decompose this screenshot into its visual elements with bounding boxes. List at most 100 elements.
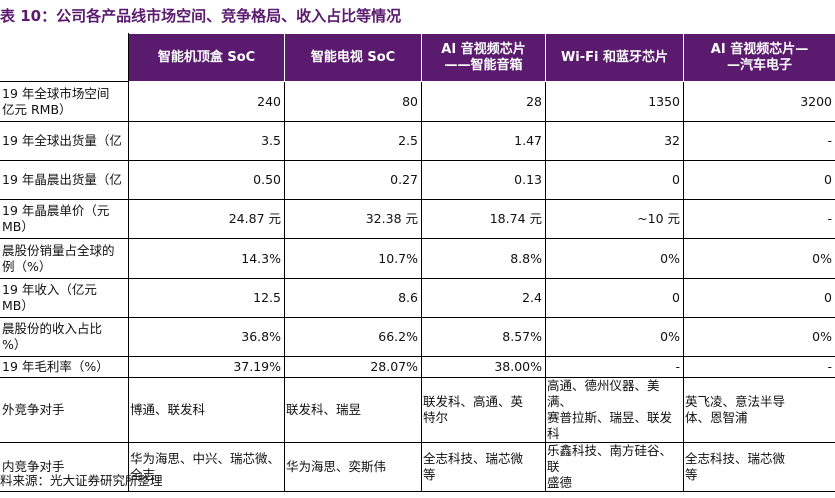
- value-cell: 0: [545, 278, 684, 318]
- table-row: 晨股份的收入占比%） 36.8% 66.2% 8.57% 0% 0%: [0, 317, 835, 357]
- row-label-line: 亿元 RMB）: [2, 101, 72, 117]
- competitor-line: 全志科技、瑞芯微: [685, 451, 786, 466]
- value-cell: 2.5: [284, 121, 422, 161]
- value-cell: 8.6: [284, 278, 422, 318]
- competitor-cell: 英飞凌、意法半导 体、恩智浦: [683, 377, 835, 443]
- value-cell: 0.13: [421, 160, 546, 200]
- competitor-line: 华为海思、中兴、瑞芯微、: [130, 451, 281, 466]
- competitor-line: 联发科、高通、英: [423, 394, 524, 409]
- value-cell: 240: [128, 81, 285, 122]
- value-cell: 8.8%: [421, 238, 546, 279]
- row-label-line: MB）: [2, 298, 34, 313]
- data-table: 智能机顶盒 SoC 智能电视 SoC AI 音视频芯片 ——智能音箱 Wi-Fi…: [0, 33, 835, 492]
- value-cell: 0: [683, 278, 835, 318]
- row-label-line: 19 年全球市场空间: [2, 85, 110, 101]
- competitor-line: 全志科技、瑞芯微: [423, 451, 524, 466]
- value-cell: 0%: [683, 238, 835, 279]
- table-title: 表 10：公司各产品线市场空间、竞争格局、收入占比等情况: [0, 7, 402, 25]
- row-label: 外竞争对手: [0, 377, 129, 443]
- row-label: 19 年全球出货量（亿: [0, 121, 129, 161]
- value-cell: -: [545, 356, 684, 378]
- value-cell: 0: [545, 160, 684, 200]
- value-cell: 80: [284, 81, 422, 122]
- competitor-cell: 全志科技、瑞芯微等: [421, 442, 546, 492]
- table-row: 内竞争对手 华为海思、中兴、瑞芯微、 全志 华为海思、奕斯伟 全志科技、瑞芯微等乐鑫科技…: [0, 442, 835, 492]
- table-row: 19 年晶晨单价（元 MB） 24.87 元 32.38 元 18.74 元 ~10 元-: [0, 199, 835, 239]
- header-tv-soc: 智能电视 SoC: [284, 33, 422, 82]
- competitor-line: 等: [423, 467, 436, 482]
- row-label: 19 年毛利率（%）: [0, 356, 129, 378]
- value-cell: 32: [545, 121, 684, 161]
- value-cell: 36.8%: [128, 317, 285, 357]
- table-row: 外竞争对手 博通、联发科 联发科、瑞昱 联发科、高通、英 特尔 高通、德州仪器、美满、 赛普…: [0, 377, 835, 443]
- table-row: 晨股份销量占全球的 例（%） 14.3% 10.7% 8.8% 0% 0%: [0, 238, 835, 279]
- row-label: 晨股份的收入占比%）: [0, 317, 129, 357]
- value-cell: 12.5: [128, 278, 285, 318]
- row-label-line: 19 年晶晨单价（元: [2, 203, 110, 218]
- table-row: 19 年全球市场空间 亿元 RMB） 240 80 28 1350 3200: [0, 81, 835, 122]
- value-cell: 37.19%: [128, 356, 285, 378]
- competitor-line: 联发科、瑞昱: [286, 402, 362, 417]
- value-cell: 0%: [545, 317, 684, 357]
- value-cell: 1350: [545, 81, 684, 122]
- row-label: 19 年全球市场空间 亿元 RMB）: [0, 81, 129, 122]
- competitor-cell: 全志科技、瑞芯微等: [683, 442, 835, 492]
- header-corner: [0, 33, 129, 82]
- value-cell: -: [683, 199, 835, 239]
- value-cell: 1.47: [421, 121, 546, 161]
- value-cell: 3.5: [128, 121, 285, 161]
- value-cell: 38.00%: [421, 356, 546, 378]
- value-cell: 0.27: [284, 160, 422, 200]
- table-row: 19 年收入（亿元 MB） 12.5 8.6 2.4 0 0: [0, 278, 835, 318]
- competitor-cell: 乐鑫科技、南方硅谷、联 盛德: [545, 442, 684, 492]
- value-cell: 2.4: [421, 278, 546, 318]
- row-label-line: MB）: [2, 219, 34, 234]
- value-cell: 0%: [683, 317, 835, 357]
- row-label-line: %）: [2, 337, 27, 352]
- row-label-line: 晨股份的收入占比: [2, 321, 103, 336]
- value-cell: 28: [421, 81, 546, 122]
- row-label-line: 例（%）: [2, 258, 52, 274]
- value-cell: 24.87 元: [128, 199, 285, 239]
- row-label-line: 19 年收入（亿元: [2, 282, 97, 297]
- competitor-cell: 华为海思、奕斯伟: [284, 442, 422, 492]
- row-label: 19 年收入（亿元 MB）: [0, 278, 129, 318]
- header-stb-soc: 智能机顶盒 SoC: [128, 33, 285, 82]
- table-row: 19 年全球出货量（亿 3.5 2.5 1.47 32-: [0, 121, 835, 161]
- competitor-cell: 联发科、瑞昱: [284, 377, 422, 443]
- source-note: 料来源：光大证券研究所整理: [0, 473, 163, 488]
- competitor-cell: 联发科、高通、英 特尔: [421, 377, 546, 443]
- value-cell: 3200: [683, 81, 835, 122]
- value-cell: 28.07%: [284, 356, 422, 378]
- competitor-line: 高通、德州仪器、美满、: [547, 378, 660, 410]
- competitor-line: 体、恩智浦: [685, 410, 748, 425]
- header-ai-auto-line1: AI 音视频芯片—: [710, 41, 809, 57]
- row-label: 19 年晶晨单价（元 MB）: [0, 199, 129, 239]
- competitor-line: 等: [685, 467, 698, 482]
- header-ai-speaker-line2: ——智能音箱: [444, 57, 523, 73]
- header-ai-auto-line2: —汽车电子: [726, 57, 792, 73]
- header-ai-speaker-line1: AI 音视频芯片: [441, 41, 526, 57]
- row-label: 19 年晶晨出货量（亿: [0, 160, 129, 200]
- row-label-line: 晨股份销量占全球的: [2, 242, 115, 258]
- value-cell: 18.74 元: [421, 199, 546, 239]
- value-cell: -: [683, 121, 835, 161]
- value-cell: 0.50: [128, 160, 285, 200]
- competitor-line: 乐鑫科技、南方硅谷、联: [547, 443, 673, 475]
- header-ai-speaker: AI 音视频芯片 ——智能音箱: [421, 33, 546, 82]
- value-cell: 8.57%: [421, 317, 546, 357]
- row-label-line: 19 年全球出货量（亿: [2, 133, 122, 148]
- header-row: 智能机顶盒 SoC 智能电视 SoC AI 音视频芯片 ——智能音箱 Wi-Fi…: [0, 33, 835, 82]
- competitor-cell: 博通、联发科: [128, 377, 285, 443]
- value-cell: ~10 元: [545, 199, 684, 239]
- competitor-line: 特尔: [423, 410, 449, 425]
- value-cell: 0%: [545, 238, 684, 279]
- competitor-line: 博通、联发科: [130, 402, 206, 417]
- competitor-line: 英飞凌、意法半导: [685, 394, 786, 409]
- value-cell: -: [683, 356, 835, 378]
- value-cell: 66.2%: [284, 317, 422, 357]
- header-wifi-bt: Wi-Fi 和蓝牙芯片: [545, 33, 684, 82]
- table-row: 19 年毛利率（%） 37.19% 28.07% 38.00% - -: [0, 356, 835, 378]
- value-cell: 32.38 元: [284, 199, 422, 239]
- competitor-line: 盛德: [547, 475, 573, 490]
